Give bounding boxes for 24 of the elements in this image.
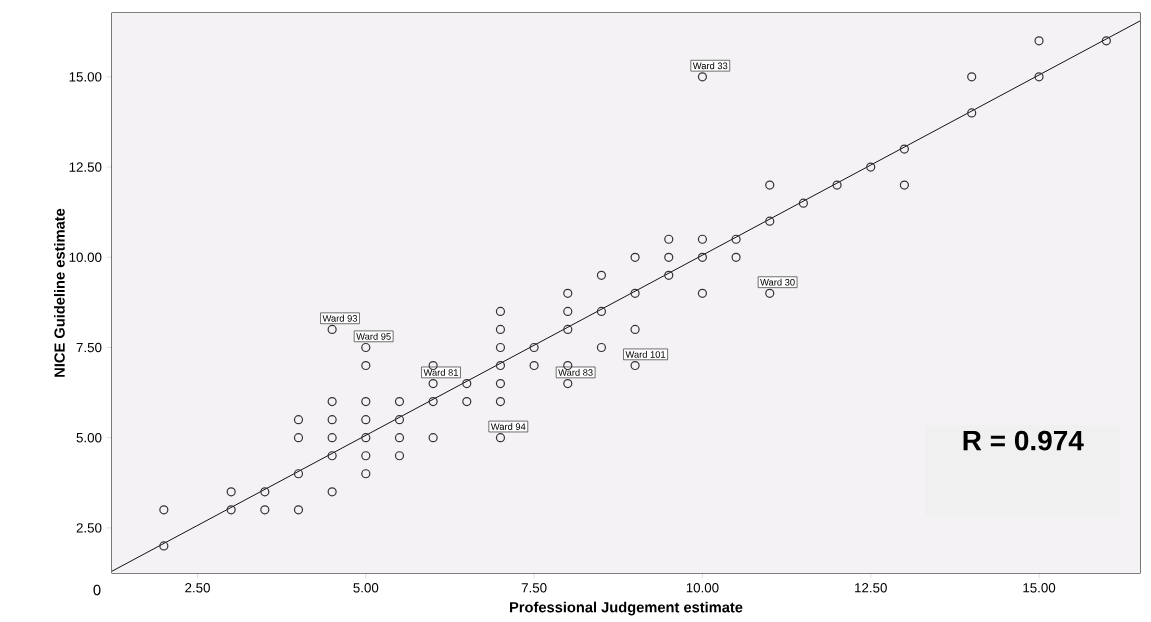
annotation: Ward 93	[322, 314, 358, 322]
x-tick-label: 2.50	[185, 583, 210, 593]
x-tick-label: 12.50	[855, 583, 887, 593]
y-tick-label: 15.00	[69, 72, 102, 82]
y-tick-label: 5.00	[76, 432, 102, 443]
annotation: Ward 30	[760, 278, 795, 286]
y-tick-label: 2.50	[76, 523, 102, 533]
annotation: Ward 81	[423, 368, 458, 376]
x-tick-label: 10.00	[686, 583, 719, 593]
annotation: Ward 83	[558, 368, 593, 376]
x-tick-label: 7.50	[521, 583, 547, 593]
annotation: R = 0.974	[963, 430, 1084, 451]
y-tick-label: 10.00	[69, 252, 102, 262]
annotation: Ward 33	[692, 62, 728, 70]
x-tick-label: 15.00	[1023, 583, 1056, 593]
y-tick-label: 7.50	[76, 342, 102, 353]
y-tick-label: 12.50	[69, 162, 102, 172]
y-axis-title: NICE Guideline estimate	[54, 208, 65, 377]
annotation: Ward 95	[356, 332, 391, 340]
text: 0	[93, 584, 101, 596]
annotation: Ward 94	[490, 423, 526, 430]
annotation: Ward 101	[625, 350, 666, 358]
x-tick-label: 5.00	[353, 583, 379, 593]
x-axis-title: Professional Judgement estimate	[510, 601, 743, 616]
